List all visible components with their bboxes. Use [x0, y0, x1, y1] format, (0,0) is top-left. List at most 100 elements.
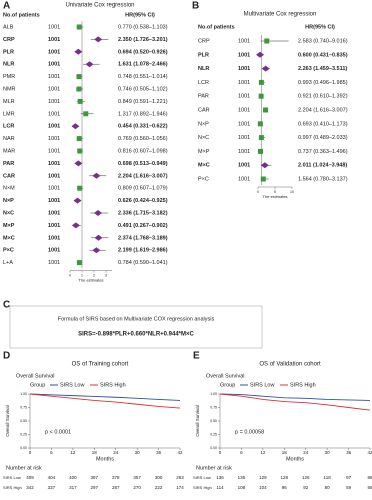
header-n: No.of patients: [3, 12, 40, 18]
risk-count: 253: [176, 475, 184, 480]
row-hr: 0.769 (0.560–1.056): [118, 136, 168, 142]
row-name: PLR: [3, 49, 14, 55]
hr-box: [76, 74, 82, 80]
x-tick-label: 10: [290, 190, 294, 194]
row-hr: 0.784 (0.590–1.041): [118, 260, 168, 266]
row-n: 1001: [48, 124, 60, 130]
row-n: 1001: [48, 136, 60, 142]
row-n: 1001: [48, 198, 60, 204]
row-name: L+A: [3, 260, 13, 266]
row-hr: 2.011 (1.024–3.948): [298, 163, 347, 169]
risk-count: 397: [91, 475, 99, 480]
row-hr: 2.199 (1.619–2.986): [118, 248, 168, 254]
panel-title: Multivariate Cox regression: [244, 12, 317, 18]
row-hr: 0.849 (0.591–1.221): [118, 99, 168, 105]
y-tick-label: 0.75: [20, 405, 27, 409]
row-name: M×C: [3, 235, 15, 241]
row-n: 1001: [238, 66, 250, 72]
risk-count: 270: [133, 485, 141, 490]
row-name: PAR: [198, 94, 209, 100]
row-hr: 0.921 (0.610–1.392): [298, 94, 348, 100]
risk-count: 114: [216, 485, 224, 490]
survival-curve: [219, 393, 371, 411]
row-n: 1001: [48, 37, 60, 43]
x-axis-label: Months: [96, 456, 114, 462]
risk-count: 409: [26, 475, 34, 480]
p-value: p < 0.0001: [45, 429, 71, 435]
hr-box: [76, 24, 82, 30]
row-n: 1001: [48, 173, 60, 179]
risk-group: SIRS Low: [193, 475, 211, 480]
panel-label: E: [193, 351, 200, 362]
hr-diamond: [73, 197, 82, 204]
x-tick-label: 18: [282, 450, 288, 455]
row-name: LCR: [3, 124, 14, 130]
plot-subtitle: Overall Survival: [206, 373, 245, 379]
row-hr: 0.746 (0.505–1.102): [118, 86, 168, 92]
x-tick-label: 24: [113, 450, 119, 455]
hr-diamond: [71, 222, 80, 229]
survival-curve: [29, 393, 181, 401]
row-hr: 1.631 (1.078–2.466): [118, 62, 168, 68]
row-n: 1001: [48, 74, 60, 80]
row-n: 1001: [48, 86, 60, 92]
risk-count: 378: [112, 475, 120, 480]
hr-box: [258, 135, 264, 141]
risk-count: 135: [238, 475, 246, 480]
risk-count: 174: [176, 485, 184, 490]
hr-box: [76, 86, 82, 92]
row-name: CRP: [3, 37, 15, 43]
row-hr: 0.816 (0.607–1.098): [118, 148, 168, 154]
row-n: 1001: [48, 111, 60, 117]
legend-label: SIRS High: [290, 382, 316, 388]
x-tick-label: 12: [70, 450, 76, 455]
hr-diamond: [92, 172, 101, 179]
risk-group: SIRS High: [3, 485, 22, 490]
row-hr: 0.809 (0.607–1.079): [118, 186, 168, 192]
x-axis-label: Months: [286, 456, 304, 462]
risk-group: SIRS Low: [3, 475, 21, 480]
row-name: NMR: [3, 86, 16, 92]
panel-title: Univariate Cox regression: [65, 3, 134, 9]
row-hr: 0.748 (0.551–1.014): [118, 74, 168, 80]
row-hr: 2.374 (1.768–3.189): [118, 235, 168, 241]
hr-diamond: [71, 123, 80, 130]
row-n: 1001: [238, 38, 250, 44]
hr-box: [83, 111, 89, 117]
row-name: CAR: [3, 173, 15, 179]
y-tick-label: 0.50: [20, 419, 27, 423]
risk-group: SIRS High: [193, 485, 212, 490]
row-name: M×P: [198, 149, 210, 155]
panel-label: A: [3, 1, 10, 12]
hr-box: [257, 121, 263, 127]
row-name: MAR: [3, 148, 15, 154]
x-tick-label: 36: [346, 450, 352, 455]
x-tick-label: 6: [50, 450, 53, 455]
hr-diamond: [260, 162, 269, 169]
row-n: 1001: [238, 80, 250, 86]
risk-count: 342: [26, 485, 34, 490]
x-tick-label: 12: [260, 450, 266, 455]
survival-curve: [219, 393, 371, 401]
row-hr: 0.997 (0.489–2.033): [298, 135, 348, 141]
legend-label: SIRS High: [100, 382, 126, 388]
row-hr: 0.454 (0.331–0.622): [118, 124, 168, 130]
row-n: 1001: [238, 107, 250, 113]
row-n: 1001: [238, 52, 250, 58]
x-tick-label: 3: [105, 274, 107, 278]
risk-count: 136: [216, 475, 224, 480]
y-tick-label: 0.25: [210, 432, 217, 436]
hr-diamond: [74, 48, 83, 55]
row-n: 1001: [48, 24, 60, 30]
x-tick-label: 0: [257, 190, 259, 194]
panel-label: B: [192, 1, 199, 12]
hr-box: [77, 98, 83, 104]
hr-box: [77, 185, 83, 191]
row-n: 1001: [48, 260, 60, 266]
row-hr: 2.263 (1.459–3.511): [298, 66, 347, 72]
x-tick-label: 0: [69, 274, 71, 278]
x-tick-label: 0: [219, 450, 222, 455]
hr-diamond: [94, 234, 103, 241]
row-n: 1001: [48, 49, 60, 55]
x-tick-label: 18: [92, 450, 98, 455]
